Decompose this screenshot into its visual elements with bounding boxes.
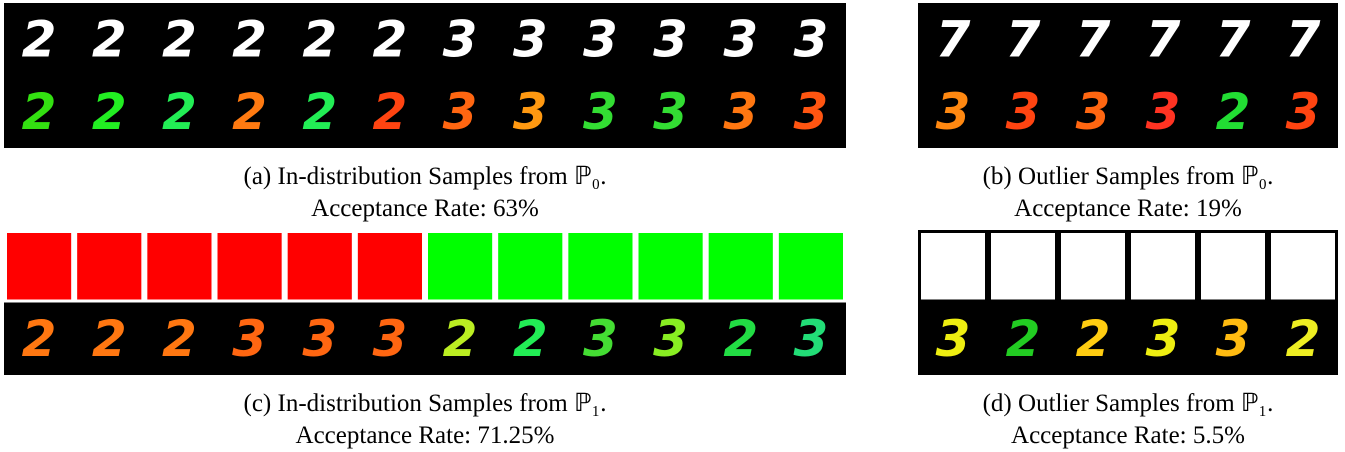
digit: 3 bbox=[794, 10, 829, 68]
acceptance-rate: Acceptance Rate: 5.5% bbox=[1011, 422, 1245, 449]
digit: 3 bbox=[936, 310, 971, 368]
digit: 3 bbox=[443, 83, 478, 141]
digit: 3 bbox=[794, 310, 829, 368]
digit: 7 bbox=[1286, 10, 1321, 68]
square bbox=[991, 233, 1055, 300]
square bbox=[778, 233, 843, 300]
acceptance-rate: Acceptance Rate: 19% bbox=[1014, 195, 1242, 222]
digit: 3 bbox=[513, 10, 548, 68]
square bbox=[1131, 233, 1195, 300]
digit: 3 bbox=[1076, 83, 1111, 141]
digit: 3 bbox=[723, 83, 758, 141]
digit: 7 bbox=[936, 10, 971, 68]
square bbox=[638, 233, 703, 300]
digit: 2 bbox=[162, 83, 197, 141]
digit: 3 bbox=[513, 83, 548, 141]
square bbox=[1201, 233, 1265, 300]
digit: 3 bbox=[583, 310, 618, 368]
square bbox=[77, 233, 142, 300]
square bbox=[498, 233, 563, 300]
digit: 2 bbox=[92, 310, 127, 368]
digit: 2 bbox=[1006, 310, 1041, 368]
digit: 2 bbox=[232, 83, 267, 141]
digit: 2 bbox=[373, 83, 408, 141]
digit: 3 bbox=[653, 83, 688, 141]
caption: (c) In-distribution Samples from ℙ₁. bbox=[244, 390, 607, 417]
square bbox=[217, 233, 282, 300]
acceptance-rate: Acceptance Rate: 71.25% bbox=[296, 422, 555, 449]
square bbox=[147, 233, 212, 300]
digit: 7 bbox=[1146, 10, 1181, 68]
digit: 3 bbox=[1286, 83, 1321, 141]
square bbox=[921, 233, 985, 300]
digit: 2 bbox=[1076, 310, 1111, 368]
digit: 2 bbox=[232, 10, 267, 68]
digit: 3 bbox=[936, 83, 971, 141]
digit: 3 bbox=[583, 10, 618, 68]
acceptance-rate: Acceptance Rate: 63% bbox=[311, 195, 539, 222]
square bbox=[568, 233, 633, 300]
square bbox=[1061, 233, 1125, 300]
square-bg bbox=[918, 230, 1338, 303]
caption: (b) Outlier Samples from ℙ₀. bbox=[983, 163, 1274, 190]
digit: 2 bbox=[22, 10, 57, 68]
digit: 2 bbox=[302, 83, 337, 141]
square-bg bbox=[4, 230, 846, 303]
digit: 3 bbox=[794, 83, 829, 141]
image-strip bbox=[4, 3, 846, 148]
digit: 2 bbox=[302, 10, 337, 68]
digit: 3 bbox=[1216, 310, 1251, 368]
digit: 2 bbox=[92, 83, 127, 141]
digit: 2 bbox=[92, 10, 127, 68]
square bbox=[287, 233, 352, 300]
digit: 3 bbox=[302, 310, 337, 368]
digit: 3 bbox=[653, 10, 688, 68]
digit: 2 bbox=[22, 83, 57, 141]
digit: 2 bbox=[723, 310, 758, 368]
digit: 2 bbox=[1286, 310, 1321, 368]
digit: 7 bbox=[1216, 10, 1251, 68]
digit: 3 bbox=[1146, 83, 1181, 141]
digit: 7 bbox=[1006, 10, 1041, 68]
digit: 2 bbox=[22, 310, 57, 368]
digit: 3 bbox=[653, 310, 688, 368]
digit: 2 bbox=[162, 10, 197, 68]
digit: 3 bbox=[1146, 310, 1181, 368]
digit: 2 bbox=[373, 10, 408, 68]
digit: 2 bbox=[162, 310, 197, 368]
caption: (a) In-distribution Samples from ℙ₀. bbox=[244, 163, 607, 190]
digit: 2 bbox=[443, 310, 478, 368]
digit: 3 bbox=[232, 310, 267, 368]
digit: 2 bbox=[1216, 83, 1251, 141]
digit: 2 bbox=[513, 310, 548, 368]
image-strip bbox=[918, 3, 1338, 148]
square bbox=[357, 233, 422, 300]
square bbox=[7, 233, 72, 300]
square bbox=[708, 233, 773, 300]
digit: 3 bbox=[723, 10, 758, 68]
square bbox=[428, 233, 493, 300]
square bbox=[1271, 233, 1335, 300]
digit: 7 bbox=[1076, 10, 1111, 68]
digit: 3 bbox=[373, 310, 408, 368]
digit: 3 bbox=[443, 10, 478, 68]
caption: (d) Outlier Samples from ℙ₁. bbox=[983, 390, 1274, 417]
digit: 3 bbox=[583, 83, 618, 141]
digit: 3 bbox=[1006, 83, 1041, 141]
